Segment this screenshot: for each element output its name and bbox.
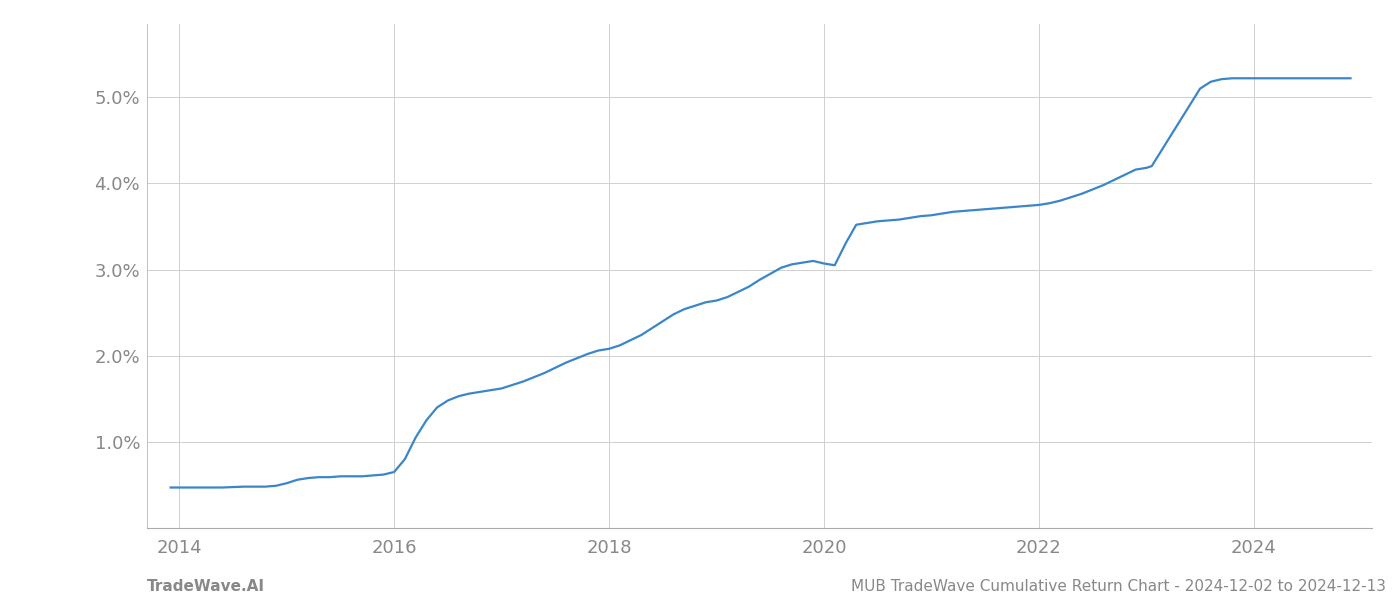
Text: TradeWave.AI: TradeWave.AI [147,579,265,594]
Text: MUB TradeWave Cumulative Return Chart - 2024-12-02 to 2024-12-13: MUB TradeWave Cumulative Return Chart - … [851,579,1386,594]
